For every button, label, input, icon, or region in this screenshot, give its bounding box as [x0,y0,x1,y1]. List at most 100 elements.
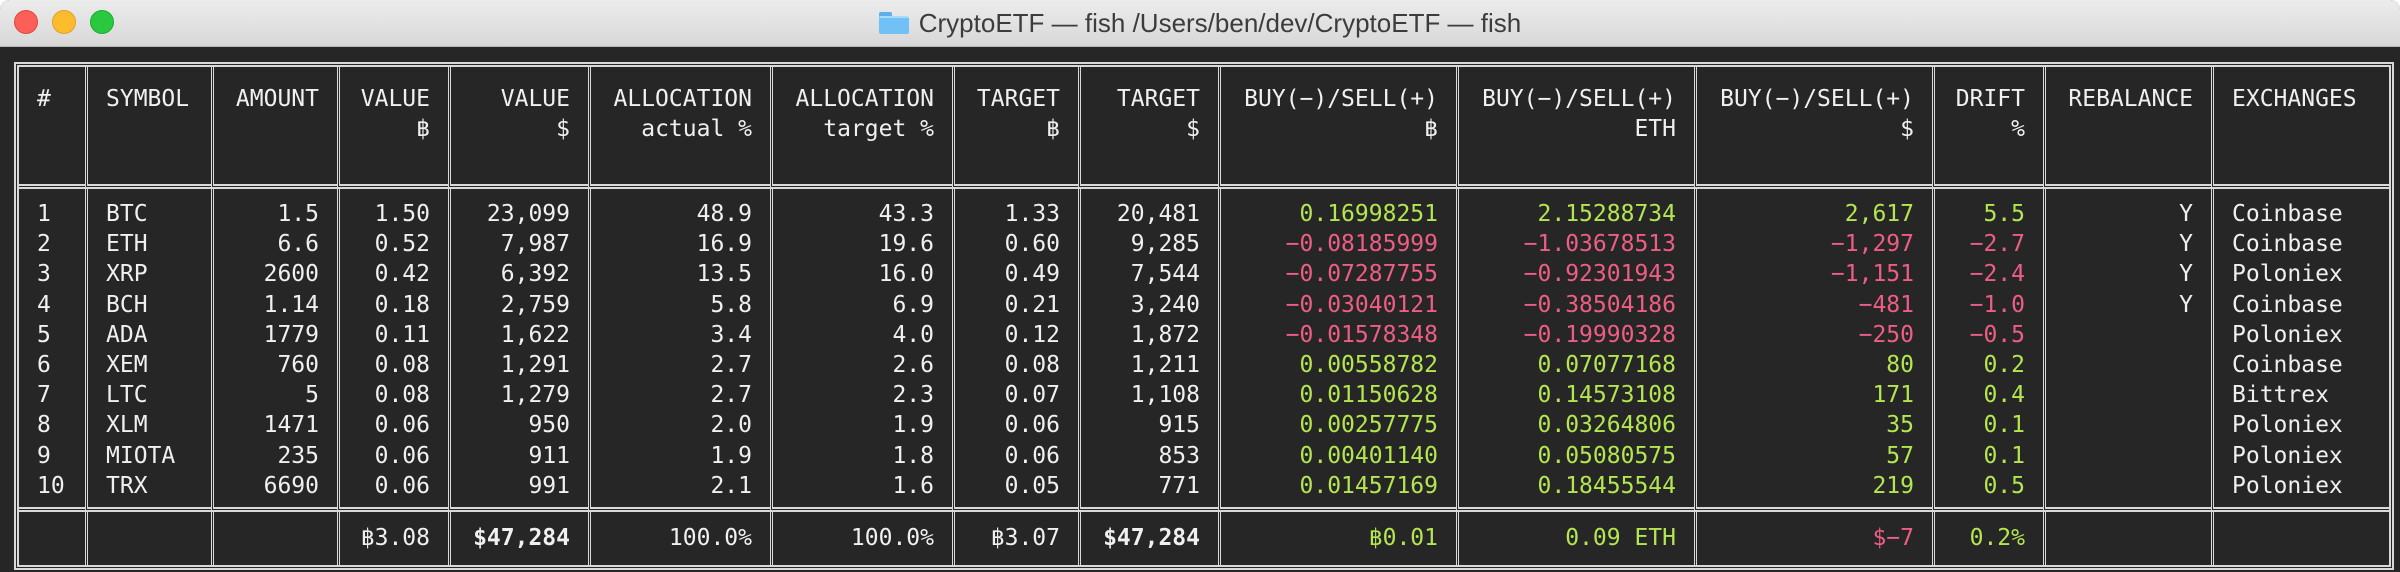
close-button[interactable] [14,10,38,34]
table-cell: 0.08 [1004,351,1060,378]
table-cell: 911 [528,442,570,469]
total-value: 100.0% [668,525,752,551]
column-header-label: BUY(−)/SELL(+) [1244,86,1438,112]
table-cell: 915 [1158,412,1200,439]
table-cell: 3.4 [710,321,752,348]
table-cell: 16.0 [878,261,934,288]
table-cell: 1779 [263,321,319,348]
total-cell-rebalance [2043,512,2211,565]
table-cell: 1 [37,201,51,227]
table-cell: 0.2 [1983,351,2025,378]
table-cell: 8 [37,412,51,439]
table-cell: 1.5 [277,201,319,227]
table-header-row: # SYMBOL AMOUNT VALUE ฿ VALUE $ ALLOCATION actua… [19,67,2389,189]
table-cell: −0.5 [1969,321,2025,348]
table-cell: 23,099 [486,201,570,227]
window-title-text: CryptoETF — fish /Users/ben/dev/CryptoET… [918,7,1522,38]
table-cell: −0.19990328 [1523,321,1676,348]
column-header-alloc_target: ALLOCATION target % [770,67,952,189]
total-value: ฿3.07 [990,525,1060,551]
table-cell: 5.8 [710,291,752,318]
table-cell: 35 [1886,412,1914,439]
column-cells-alloc_target: 43.3 19.6 16.0 6.9 4.0 2.6 2.3 1.9 1.8 1.6 [770,189,952,512]
table-cell: 1,108 [1130,382,1200,409]
column-header-label: AMOUNT [235,86,319,112]
table-cell: 0.03264806 [1537,412,1676,439]
column-header-label: BUY(−)/SELL(+) [1482,86,1676,112]
column-header-label: BUY(−)/SELL(+) [1720,86,1914,112]
table-cell: 235 [277,442,319,469]
title-bar[interactable]: CryptoETF — fish /Users/ben/dev/CryptoET… [0,0,2400,47]
table-cell: XRP [106,261,148,288]
table-cell [2064,350,2193,380]
total-cell-bs_eth: 0.09 ETH [1456,512,1694,565]
column-cells-target_btc: 1.33 0.60 0.49 0.21 0.12 0.08 0.07 0.06 0.06 0.05 [952,189,1078,512]
column-header-unit [37,114,67,144]
table-cell: XEM [106,351,148,378]
table-cell: 771 [1158,472,1200,499]
column-header-unit: $ [1186,116,1200,143]
column-header-unit: ฿ [1424,116,1438,143]
table-cell: 0.06 [1004,442,1060,469]
table-cell: −0.03040121 [1285,291,1438,318]
total-cell-bs_btc: ฿0.01 [1218,512,1456,565]
table-cell: 2.3 [892,382,934,409]
total-value: 100.0% [850,525,934,551]
table-cell: 3 [37,261,51,288]
total-cell-symbol [85,512,211,565]
table-cell: 0.06 [374,442,430,469]
minimize-button[interactable] [52,10,76,34]
table-cell: 1,291 [500,351,570,378]
table-cell: 10 [37,472,65,499]
table-body-row: 1 2 3 4 5 6 7 8 9 10 BTC ETH XRP BCH ADA XEM LTC XLM MIOTA… [19,189,2389,512]
table-cell: 2.7 [710,382,752,409]
table-cell: 1.6 [892,472,934,499]
table-cell: 760 [277,351,319,378]
table-cell: Bittrex [2232,382,2329,409]
table-cell: −0.92301943 [1523,261,1676,288]
column-header-label: TARGET [1116,86,1200,112]
terminal-content[interactable]: # SYMBOL AMOUNT VALUE ฿ VALUE $ ALLOCATION actua… [0,47,2400,572]
table-cell: 1471 [263,412,319,439]
table-cell: Coinbase [2232,231,2343,258]
column-header-target_usd: TARGET $ [1078,67,1218,189]
total-value: $47,284 [473,525,570,551]
table-cell: 1,211 [1130,351,1200,378]
column-header-target_btc: TARGET ฿ [952,67,1078,189]
column-header-unit [232,114,319,144]
table-cell: 0.12 [1004,321,1060,348]
table-cell: Poloniex [2232,261,2343,288]
column-header-amount: AMOUNT [211,67,337,189]
table-cell: ETH [106,231,148,258]
column-header-exchanges: EXCHANGES [2211,67,2389,189]
table-cell: TRX [106,472,148,499]
column-header-drift: DRIFT% [1932,67,2043,189]
total-value: ฿0.01 [1368,525,1438,551]
total-cell-exchanges [2211,512,2389,565]
table-cell: Y [2179,261,2193,288]
total-value: 0.09 ETH [1565,525,1676,551]
column-cells-bs_eth: 2.15288734 −1.03678513 −0.92301943 −0.38504… [1456,189,1694,512]
column-cells-bs_usd: 2,617 −1,297 −1,151 −481 −250 80 171 35 57 219 [1694,189,1932,512]
table-cell: 1.9 [710,442,752,469]
table-cell: XLM [106,412,148,439]
table-cell: 43.3 [878,201,934,227]
table-cell [2064,320,2193,350]
table-cell: 1.14 [263,291,319,318]
total-cell-target_usd: $47,284 [1078,512,1218,565]
column-header-alloc_actual: ALLOCATION actual % [588,67,770,189]
table-cell: 0.42 [374,261,430,288]
column-header-bs_btc: BUY(−)/SELL(+) ฿ [1218,67,1456,189]
table-cell: Y [2179,201,2193,227]
table-cell: 0.00401140 [1299,442,1438,469]
table-cell: 9 [37,442,51,469]
table-cell: 0.08 [374,382,430,409]
table-cell: 0.06 [374,412,430,439]
column-header-label: TARGET [976,86,1060,112]
zoom-button[interactable] [90,10,114,34]
column-cells-alloc_actual: 48.9 16.9 13.5 5.8 3.4 2.7 2.7 2.0 1.9 2.1 [588,189,770,512]
table-cell: 0.18455544 [1537,472,1676,499]
column-header-label: DRIFT [1955,86,2025,112]
